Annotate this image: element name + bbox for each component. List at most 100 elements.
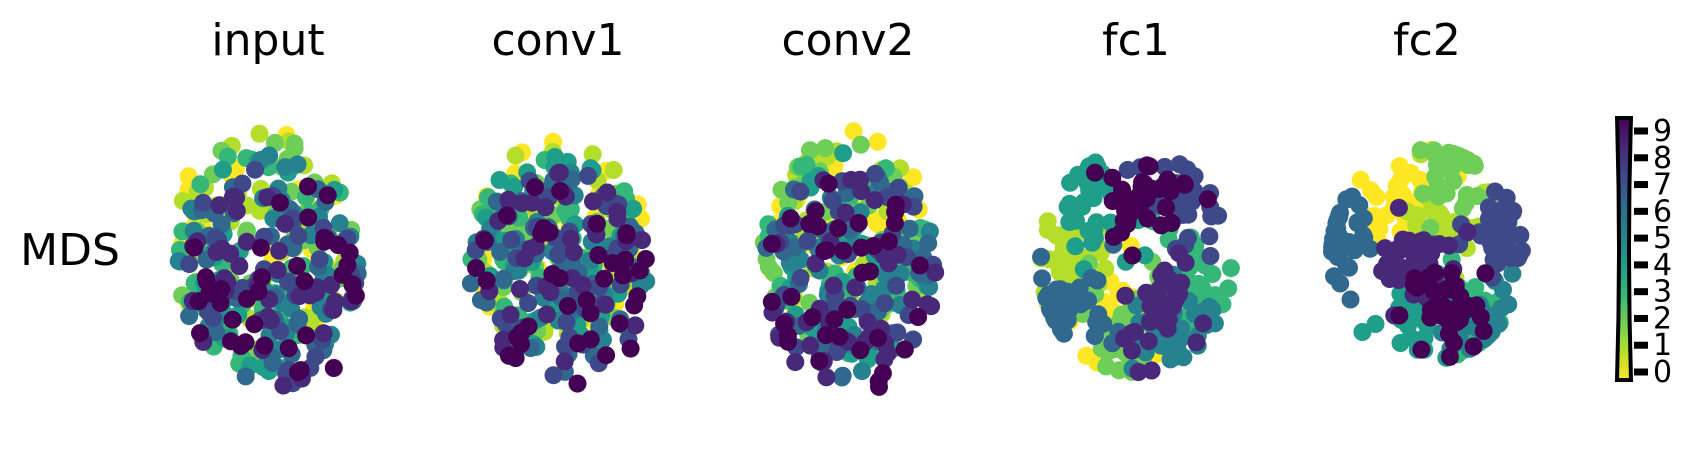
data-point-class-6 [1087,313,1106,332]
data-point-class-8 [1139,332,1158,351]
data-point-class-8 [521,239,540,258]
data-point-class-9 [497,206,516,225]
data-point-class-8 [1140,312,1159,331]
panel-title-conv2: conv2 [781,15,914,66]
data-point-class-4 [1073,197,1092,216]
data-point-class-7 [579,166,597,185]
data-point-class-8 [573,276,592,294]
data-point-class-9 [191,324,209,343]
data-point-class-9 [830,327,849,346]
data-point-class-9 [324,359,343,377]
data-point-class-8 [513,194,532,213]
data-point-class-8 [1152,266,1171,284]
data-point-class-8 [564,243,583,262]
data-point-class-7 [1501,249,1520,268]
data-point-class-9 [550,269,569,288]
colorbar-tick-label: 7 [1653,168,1672,203]
data-point-class-9 [1476,264,1495,283]
scatter-panel-conv2 [754,122,945,396]
data-point-class-8 [561,229,580,248]
data-point-class-7 [887,276,906,295]
data-point-class-8 [608,202,627,221]
data-point-class-9 [621,339,640,358]
data-point-class-8 [865,191,884,210]
data-point-class-9 [568,374,587,393]
data-point-class-8 [888,245,907,264]
data-point-class-6 [491,242,510,261]
data-point-class-9 [245,315,264,334]
data-point-class-1 [1038,212,1057,231]
data-point-class-8 [817,368,836,387]
data-point-class-9 [1431,306,1450,325]
colorbar-tick-label: 9 [1653,114,1672,149]
data-point-class-9 [838,300,857,319]
data-point-class-9 [467,259,486,277]
data-point-class-9 [558,296,577,315]
data-point-class-8 [903,290,922,309]
data-point-class-4 [624,199,643,218]
data-point-class-7 [1511,226,1530,245]
data-point-class-8 [258,307,277,326]
data-point-class-7 [279,272,297,291]
data-point-class-9 [499,346,518,365]
colorbar-tick-label: 5 [1653,221,1672,256]
scatter-panel-fc1 [1032,153,1240,381]
data-point-class-9 [279,339,298,358]
colorbar-tick-label: 4 [1653,248,1672,283]
data-point-class-7 [1201,247,1220,265]
data-point-class-9 [196,268,215,287]
data-point-class-7 [791,182,810,201]
data-point-class-6 [833,366,852,385]
data-point-class-9 [475,231,494,250]
data-point-class-8 [555,352,574,371]
data-point-class-9 [1444,333,1463,352]
data-point-class-9 [1467,296,1486,315]
data-point-class-9 [864,237,883,255]
data-point-class-9 [526,178,544,197]
data-point-class-8 [1187,333,1206,352]
data-point-class-4 [1366,315,1385,333]
data-point-class-6 [1066,291,1085,310]
data-point-class-9 [851,341,870,360]
data-point-class-8 [858,312,877,331]
data-point-class-8 [230,257,249,275]
data-point-class-5 [276,158,295,177]
data-point-class-6 [1337,256,1356,275]
data-point-class-4 [1085,220,1104,239]
data-point-class-4 [490,171,509,189]
data-point-class-8 [1116,286,1135,305]
data-point-class-9 [781,209,800,228]
data-point-class-9 [508,327,527,346]
data-point-class-1 [604,161,623,179]
data-point-class-6 [180,307,199,326]
data-point-class-8 [224,187,242,206]
data-point-class-2 [1426,167,1445,186]
data-point-class-6 [1355,228,1374,247]
data-point-class-8 [1142,361,1161,380]
data-point-class-9 [185,238,204,257]
data-point-class-9 [603,254,622,272]
data-point-class-8 [1137,283,1156,302]
data-point-class-4 [834,144,853,163]
data-point-class-8 [270,241,289,260]
data-point-class-9 [909,308,928,326]
data-point-class-8 [210,196,229,215]
data-point-class-4 [1353,323,1372,341]
colorbar-tick-label: 1 [1653,328,1672,363]
data-point-class-6 [1032,247,1051,266]
data-point-class-9 [803,308,822,327]
data-point-class-2 [285,139,304,158]
data-point-class-7 [1497,204,1516,222]
data-point-class-1 [583,145,602,164]
data-point-class-3 [1221,259,1240,278]
data-point-class-0 [868,132,887,151]
data-point-class-2 [1414,184,1433,203]
data-point-class-9 [299,177,317,196]
data-point-class-3 [556,201,575,220]
panel-title-fc1: fc1 [1102,15,1170,66]
data-point-class-8 [1389,198,1408,217]
data-point-class-3 [792,157,811,176]
data-point-class-9 [291,361,310,380]
data-point-class-9 [1103,192,1122,211]
